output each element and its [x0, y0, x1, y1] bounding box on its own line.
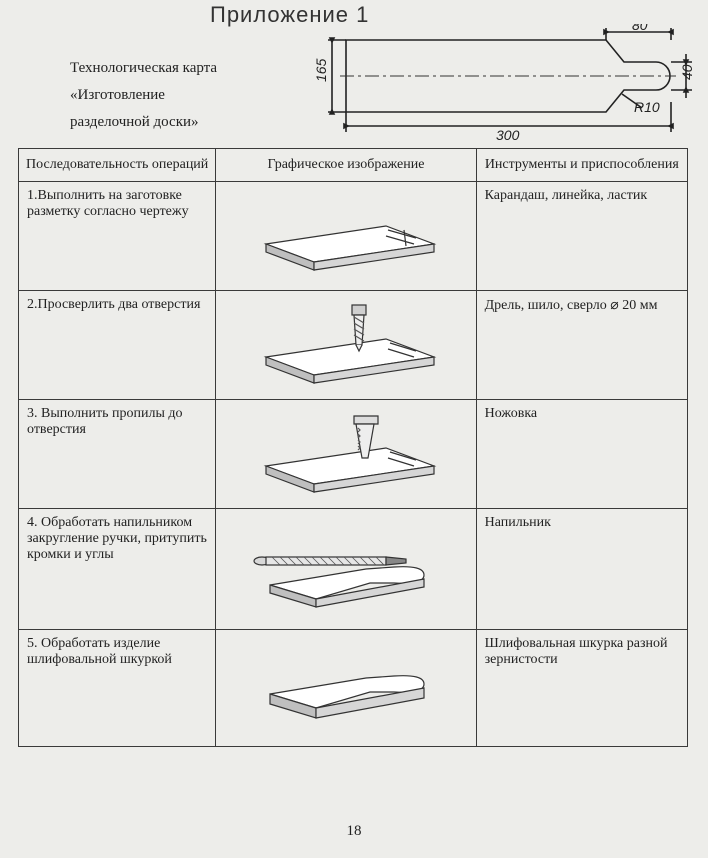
page-number: 18	[0, 823, 708, 840]
step-operation: 1.Выполнить на заготовке разметку соглас…	[19, 182, 216, 291]
header-image: Графическое изображение	[216, 149, 476, 182]
table-row: 4. Обработать напильником закругление ру…	[19, 509, 688, 630]
step-operation: 4. Обработать напильником закругление ру…	[19, 509, 216, 630]
technical-drawing: 80 40 R10 300 165	[316, 24, 698, 144]
dim-height: 165	[316, 58, 329, 82]
table-row: 3. Выполнить пропилы до отверстия	[19, 400, 688, 509]
step-image	[216, 400, 476, 509]
header-tools: Инструменты и приспособления	[476, 149, 687, 182]
step-tools: Дрель, шило, сверло ⌀ 20 мм	[476, 291, 687, 400]
title-block: Технологическая карта «Изготовление разд…	[70, 55, 217, 136]
step-image	[216, 509, 476, 630]
dim-width: 300	[496, 127, 520, 143]
table-header-row: Последовательность операций Графическое …	[19, 149, 688, 182]
process-table: Последовательность операций Графическое …	[18, 148, 688, 747]
step-tools: Напильник	[476, 509, 687, 630]
dim-radius: R10	[634, 99, 660, 115]
step-operation: 5. Обработать изделие шлифовальной шкурк…	[19, 630, 216, 747]
step-operation: 2.Просверлить два отверстия	[19, 291, 216, 400]
step-operation: 3. Выполнить пропилы до отверстия	[19, 400, 216, 509]
table-row: 2.Просверлить два отверстия	[19, 291, 688, 400]
step-image	[216, 630, 476, 747]
header-operation: Последовательность операций	[19, 149, 216, 182]
dim-handle-h: 40	[679, 64, 695, 80]
step-tools: Ножовка	[476, 400, 687, 509]
table-row: 1.Выполнить на заготовке разметку соглас…	[19, 182, 688, 291]
dim-handle-w: 80	[632, 24, 648, 33]
page: Приложение 1 Технологическая карта «Изго…	[0, 0, 708, 858]
title-line-1: Технологическая карта	[70, 55, 217, 82]
title-line-2: «Изготовление	[70, 82, 217, 109]
step-tools: Шлифовальная шкурка разной зернистости	[476, 630, 687, 747]
title-line-3: разделочной доски»	[70, 109, 217, 136]
step-image	[216, 182, 476, 291]
step-image	[216, 291, 476, 400]
step-tools: Карандаш, линейка, ластик	[476, 182, 687, 291]
table-row: 5. Обработать изделие шлифовальной шкурк…	[19, 630, 688, 747]
